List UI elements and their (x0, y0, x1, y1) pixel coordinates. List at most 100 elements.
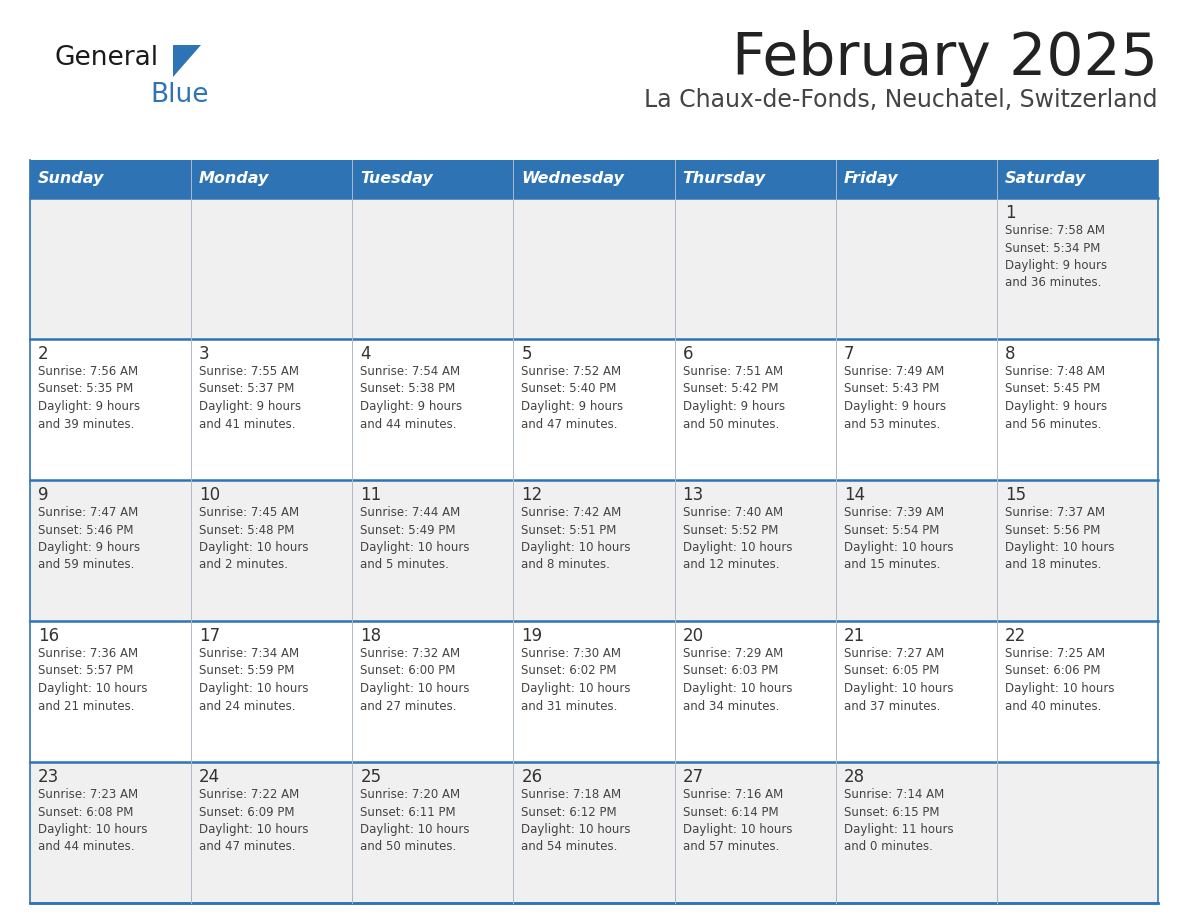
Bar (30, 762, 1158, 903)
Text: 1: 1 (1005, 204, 1016, 222)
Text: Sunset: 6:05 PM: Sunset: 6:05 PM (843, 665, 939, 677)
Text: Sunset: 5:52 PM: Sunset: 5:52 PM (683, 523, 778, 536)
Text: Blue: Blue (150, 82, 209, 108)
Text: Sunrise: 7:44 AM: Sunrise: 7:44 AM (360, 506, 461, 519)
Text: General: General (55, 45, 159, 71)
Text: and 8 minutes.: and 8 minutes. (522, 558, 611, 572)
Text: and 31 minutes.: and 31 minutes. (522, 700, 618, 712)
Text: 6: 6 (683, 345, 693, 363)
Text: and 40 minutes.: and 40 minutes. (1005, 700, 1101, 712)
Text: Sunset: 6:12 PM: Sunset: 6:12 PM (522, 805, 617, 819)
Text: Sunset: 5:51 PM: Sunset: 5:51 PM (522, 523, 617, 536)
Text: Daylight: 9 hours: Daylight: 9 hours (360, 400, 462, 413)
Text: Daylight: 10 hours: Daylight: 10 hours (843, 541, 953, 554)
Text: Sunset: 6:06 PM: Sunset: 6:06 PM (1005, 665, 1100, 677)
Text: Sunset: 5:57 PM: Sunset: 5:57 PM (38, 665, 133, 677)
Text: Daylight: 10 hours: Daylight: 10 hours (38, 823, 147, 836)
Text: 23: 23 (38, 768, 59, 786)
Text: Sunset: 5:45 PM: Sunset: 5:45 PM (1005, 383, 1100, 396)
Text: Daylight: 9 hours: Daylight: 9 hours (38, 400, 140, 413)
Text: and 47 minutes.: and 47 minutes. (200, 841, 296, 854)
Text: Sunset: 5:42 PM: Sunset: 5:42 PM (683, 383, 778, 396)
Text: Sunset: 5:46 PM: Sunset: 5:46 PM (38, 523, 133, 536)
Text: Daylight: 10 hours: Daylight: 10 hours (360, 541, 469, 554)
Text: Sunrise: 7:54 AM: Sunrise: 7:54 AM (360, 365, 461, 378)
Text: Daylight: 9 hours: Daylight: 9 hours (843, 400, 946, 413)
Text: Sunrise: 7:23 AM: Sunrise: 7:23 AM (38, 788, 138, 801)
Text: 19: 19 (522, 627, 543, 645)
Text: February 2025: February 2025 (732, 30, 1158, 87)
Text: Daylight: 10 hours: Daylight: 10 hours (200, 541, 309, 554)
Text: Daylight: 10 hours: Daylight: 10 hours (683, 823, 792, 836)
Text: Sunrise: 7:30 AM: Sunrise: 7:30 AM (522, 647, 621, 660)
Text: Daylight: 9 hours: Daylight: 9 hours (1005, 400, 1107, 413)
Text: 18: 18 (360, 627, 381, 645)
Text: Sunrise: 7:32 AM: Sunrise: 7:32 AM (360, 647, 461, 660)
Text: 17: 17 (200, 627, 220, 645)
Text: 20: 20 (683, 627, 703, 645)
Text: and 47 minutes.: and 47 minutes. (522, 418, 618, 431)
Text: Sunrise: 7:20 AM: Sunrise: 7:20 AM (360, 788, 461, 801)
Text: Sunrise: 7:16 AM: Sunrise: 7:16 AM (683, 788, 783, 801)
Text: and 41 minutes.: and 41 minutes. (200, 418, 296, 431)
Text: 14: 14 (843, 486, 865, 504)
Text: and 50 minutes.: and 50 minutes. (360, 841, 456, 854)
Text: Daylight: 9 hours: Daylight: 9 hours (1005, 259, 1107, 272)
Text: and 5 minutes.: and 5 minutes. (360, 558, 449, 572)
Text: Sunrise: 7:25 AM: Sunrise: 7:25 AM (1005, 647, 1105, 660)
Text: 2: 2 (38, 345, 49, 363)
Text: Monday: Monday (200, 172, 270, 186)
Text: and 36 minutes.: and 36 minutes. (1005, 276, 1101, 289)
Text: 8: 8 (1005, 345, 1016, 363)
Text: Sunrise: 7:42 AM: Sunrise: 7:42 AM (522, 506, 621, 519)
Text: Daylight: 9 hours: Daylight: 9 hours (683, 400, 785, 413)
Text: Sunrise: 7:51 AM: Sunrise: 7:51 AM (683, 365, 783, 378)
Text: Thursday: Thursday (683, 172, 766, 186)
Text: and 0 minutes.: and 0 minutes. (843, 841, 933, 854)
Text: Daylight: 10 hours: Daylight: 10 hours (683, 541, 792, 554)
Text: Sunset: 6:15 PM: Sunset: 6:15 PM (843, 805, 940, 819)
Text: Sunset: 6:03 PM: Sunset: 6:03 PM (683, 665, 778, 677)
Text: Daylight: 10 hours: Daylight: 10 hours (522, 823, 631, 836)
Text: Daylight: 9 hours: Daylight: 9 hours (38, 541, 140, 554)
Text: 13: 13 (683, 486, 703, 504)
Text: Sunrise: 7:37 AM: Sunrise: 7:37 AM (1005, 506, 1105, 519)
Text: Daylight: 11 hours: Daylight: 11 hours (843, 823, 953, 836)
Text: Sunset: 5:35 PM: Sunset: 5:35 PM (38, 383, 133, 396)
Bar (30, 621, 1158, 762)
Text: and 56 minutes.: and 56 minutes. (1005, 418, 1101, 431)
Bar (30, 198, 1158, 339)
Text: Sunrise: 7:22 AM: Sunrise: 7:22 AM (200, 788, 299, 801)
Text: Sunrise: 7:52 AM: Sunrise: 7:52 AM (522, 365, 621, 378)
Text: Sunset: 6:14 PM: Sunset: 6:14 PM (683, 805, 778, 819)
Bar (30, 160, 1158, 198)
Text: 4: 4 (360, 345, 371, 363)
Text: Sunset: 6:08 PM: Sunset: 6:08 PM (38, 805, 133, 819)
Text: 28: 28 (843, 768, 865, 786)
Text: Daylight: 10 hours: Daylight: 10 hours (360, 682, 469, 695)
Text: Saturday: Saturday (1005, 172, 1086, 186)
Text: and 2 minutes.: and 2 minutes. (200, 558, 289, 572)
Text: Wednesday: Wednesday (522, 172, 625, 186)
Polygon shape (173, 45, 201, 77)
Text: Sunset: 5:48 PM: Sunset: 5:48 PM (200, 523, 295, 536)
Text: and 44 minutes.: and 44 minutes. (360, 418, 456, 431)
Text: 22: 22 (1005, 627, 1026, 645)
Text: and 24 minutes.: and 24 minutes. (200, 700, 296, 712)
Text: Daylight: 10 hours: Daylight: 10 hours (843, 682, 953, 695)
Text: 21: 21 (843, 627, 865, 645)
Text: Sunset: 5:56 PM: Sunset: 5:56 PM (1005, 523, 1100, 536)
Text: 27: 27 (683, 768, 703, 786)
Text: Sunset: 5:40 PM: Sunset: 5:40 PM (522, 383, 617, 396)
Text: 15: 15 (1005, 486, 1026, 504)
Text: Sunset: 5:54 PM: Sunset: 5:54 PM (843, 523, 939, 536)
Text: La Chaux-de-Fonds, Neuchatel, Switzerland: La Chaux-de-Fonds, Neuchatel, Switzerlan… (645, 88, 1158, 112)
Bar (30, 339, 1158, 480)
Text: Sunset: 5:59 PM: Sunset: 5:59 PM (200, 665, 295, 677)
Text: Sunrise: 7:34 AM: Sunrise: 7:34 AM (200, 647, 299, 660)
Text: Sunset: 5:37 PM: Sunset: 5:37 PM (200, 383, 295, 396)
Text: Sunset: 6:09 PM: Sunset: 6:09 PM (200, 805, 295, 819)
Text: 25: 25 (360, 768, 381, 786)
Text: Sunrise: 7:45 AM: Sunrise: 7:45 AM (200, 506, 299, 519)
Text: Daylight: 10 hours: Daylight: 10 hours (38, 682, 147, 695)
